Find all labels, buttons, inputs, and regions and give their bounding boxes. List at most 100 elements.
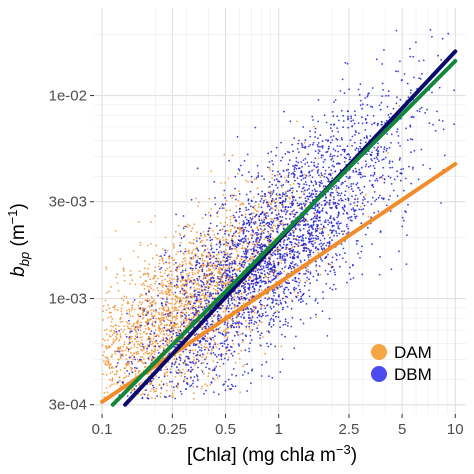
dbm-point: [334, 205, 337, 208]
dam-point: [132, 325, 135, 327]
dbm-point: [346, 281, 348, 284]
dbm-point: [313, 165, 316, 167]
dam-point: [215, 254, 218, 257]
dam-point: [218, 260, 221, 262]
dbm-point: [162, 339, 165, 341]
dbm-point: [242, 237, 244, 240]
dbm-point: [139, 315, 142, 318]
dam-point: [238, 268, 240, 270]
dbm-point: [225, 269, 227, 272]
dbm-point: [316, 227, 319, 230]
dbm-point: [259, 238, 261, 241]
dam-point: [153, 389, 156, 391]
dbm-point: [257, 271, 260, 274]
dbm-point: [440, 202, 442, 204]
dbm-point: [329, 193, 332, 196]
dbm-point: [447, 32, 450, 35]
dbm-point: [330, 136, 332, 138]
dbm-point: [140, 324, 143, 327]
dam-point: [291, 212, 294, 215]
dbm-point: [244, 286, 247, 289]
dbm-point: [331, 188, 333, 191]
dbm-point: [318, 243, 321, 246]
dbm-point: [341, 181, 344, 184]
dbm-point: [340, 197, 342, 200]
dam-point: [112, 340, 115, 343]
dbm-point: [147, 357, 150, 360]
dbm-point: [196, 259, 199, 262]
dbm-point: [333, 186, 335, 188]
dam-point: [168, 266, 171, 268]
dbm-point: [324, 158, 326, 161]
dam-point: [138, 384, 141, 387]
dbm-point: [339, 168, 342, 171]
dam-point: [177, 309, 180, 312]
dam-point: [123, 274, 126, 277]
dam-point: [124, 333, 127, 336]
dbm-point: [320, 156, 323, 159]
dbm-point: [271, 160, 273, 162]
dbm-point: [378, 273, 381, 276]
dbm-point: [272, 314, 275, 317]
dbm-point: [328, 203, 331, 206]
dam-point: [188, 262, 191, 265]
dbm-point: [409, 138, 412, 140]
dam-point: [290, 194, 293, 197]
dbm-point: [322, 291, 324, 293]
dbm-point: [313, 217, 315, 219]
dbm-point: [250, 175, 253, 178]
dbm-point: [346, 153, 348, 156]
dbm-point: [240, 214, 243, 217]
dam-point: [198, 296, 201, 298]
dbm-point: [271, 170, 274, 172]
dbm-point: [225, 352, 228, 355]
dbm-point: [348, 272, 351, 275]
dam-point: [141, 294, 144, 296]
dbm-point: [304, 181, 307, 183]
dam-point: [314, 213, 317, 216]
dam-point: [245, 258, 247, 261]
dam-point: [146, 344, 149, 346]
dbm-point: [330, 207, 333, 209]
dbm-point: [277, 226, 280, 229]
dam-point: [262, 336, 264, 338]
dam-point: [142, 362, 145, 365]
dam-point: [172, 395, 174, 397]
dbm-point: [249, 217, 252, 219]
dam-point: [201, 385, 204, 388]
dbm-point: [325, 139, 327, 141]
dam-point: [229, 209, 232, 212]
dbm-point: [361, 191, 364, 194]
dbm-point: [216, 276, 219, 278]
dam-point: [110, 355, 112, 358]
dbm-point: [331, 164, 334, 167]
dam-point: [128, 323, 131, 325]
dbm-point: [245, 209, 248, 212]
dbm-point: [264, 282, 267, 285]
dbm-point: [298, 236, 301, 238]
dam-point: [166, 280, 169, 283]
dbm-point: [343, 194, 346, 197]
dbm-point: [222, 362, 225, 365]
dbm-point: [184, 375, 186, 378]
dam-point: [174, 319, 177, 321]
dbm-point: [370, 105, 372, 108]
dbm-point: [373, 122, 376, 124]
dam-point: [180, 285, 183, 287]
dam-point: [200, 234, 203, 237]
dbm-point: [247, 311, 250, 314]
dbm-point: [245, 218, 248, 221]
dbm-point: [318, 181, 321, 184]
dbm-point: [346, 62, 349, 65]
dbm-point: [352, 119, 355, 122]
dbm-point: [340, 153, 342, 156]
dbm-point: [243, 237, 246, 240]
dbm-point: [315, 183, 318, 186]
dbm-point: [358, 132, 360, 135]
dbm-point: [149, 332, 152, 335]
dam-point: [223, 153, 226, 156]
dbm-point: [157, 295, 159, 297]
dbm-point: [260, 315, 263, 318]
dam-point: [253, 308, 256, 311]
dam-point: [195, 300, 198, 303]
